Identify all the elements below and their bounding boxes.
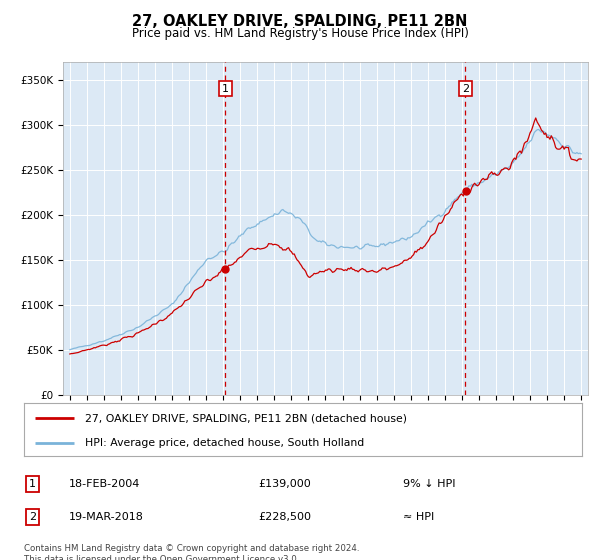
Text: £139,000: £139,000 [259, 479, 311, 489]
Text: Price paid vs. HM Land Registry's House Price Index (HPI): Price paid vs. HM Land Registry's House … [131, 27, 469, 40]
Text: 1: 1 [29, 479, 36, 489]
Text: ≈ HPI: ≈ HPI [403, 512, 434, 522]
Text: 1: 1 [222, 83, 229, 94]
Text: 27, OAKLEY DRIVE, SPALDING, PE11 2BN (detached house): 27, OAKLEY DRIVE, SPALDING, PE11 2BN (de… [85, 413, 407, 423]
Text: £228,500: £228,500 [259, 512, 311, 522]
Text: 19-MAR-2018: 19-MAR-2018 [68, 512, 143, 522]
Text: HPI: Average price, detached house, South Holland: HPI: Average price, detached house, Sout… [85, 438, 365, 448]
Text: 2: 2 [29, 512, 36, 522]
Text: 9% ↓ HPI: 9% ↓ HPI [403, 479, 456, 489]
Text: 2: 2 [462, 83, 469, 94]
Text: Contains HM Land Registry data © Crown copyright and database right 2024.
This d: Contains HM Land Registry data © Crown c… [24, 544, 359, 560]
Text: 18-FEB-2004: 18-FEB-2004 [68, 479, 140, 489]
Text: 27, OAKLEY DRIVE, SPALDING, PE11 2BN: 27, OAKLEY DRIVE, SPALDING, PE11 2BN [133, 14, 467, 29]
